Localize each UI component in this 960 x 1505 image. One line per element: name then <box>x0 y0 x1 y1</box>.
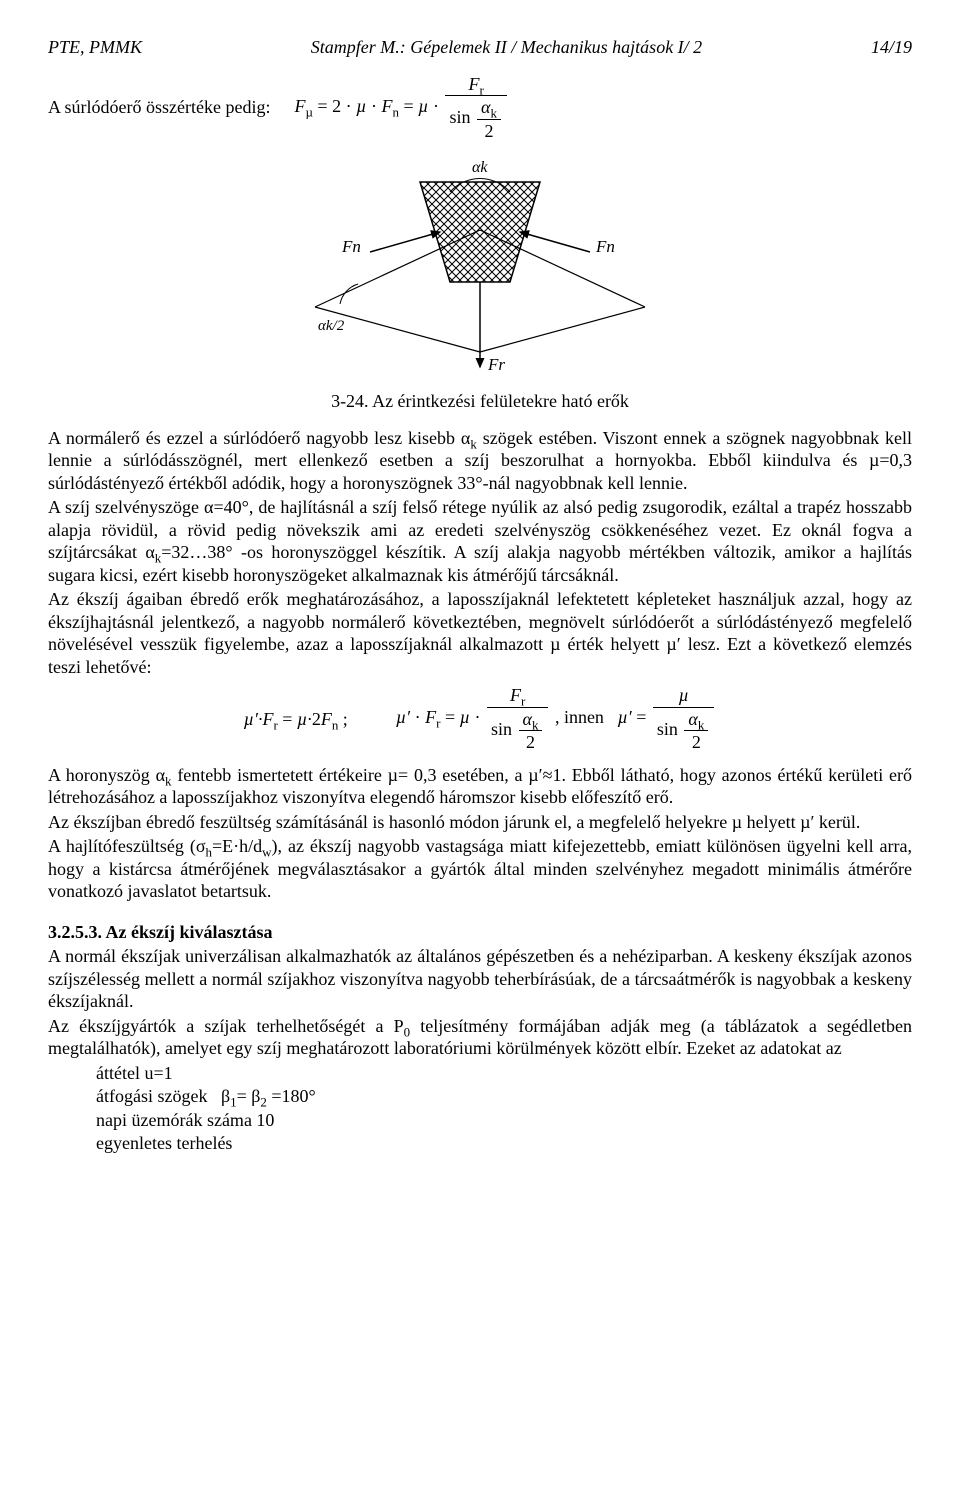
formula-line-1: A súrlódóerő összértéke pedig: Fµ = 2 · … <box>48 73 912 143</box>
eq-1: µ′·Fr = µ·2Fn ; <box>244 708 348 731</box>
paragraph-2: A szíj szelvényszöge α=40°, de hajlításn… <box>48 496 912 586</box>
paragraph-5: Az ékszíjban ébredő feszültség számításá… <box>48 811 912 834</box>
header-right: 14/19 <box>871 36 912 59</box>
alpha-half-label: αk/2 <box>318 318 345 334</box>
list-item: átfogási szögek β1= β2 =180° <box>96 1085 912 1108</box>
fn-right-label: Fn <box>595 237 615 256</box>
paragraph-3: Az ékszíj ágaiban ébredő erők meghatároz… <box>48 588 912 678</box>
equation-row: µ′·Fr = µ·2Fn ; µ′ · Fr = µ · Fr sin αk2… <box>48 684 912 754</box>
list-item: napi üzemórák száma 10 <box>96 1109 912 1132</box>
header-center: Stampfer M.: Gépelemek II / Mechanikus h… <box>311 36 702 59</box>
paragraph-4: A horonyszög αk fentebb ismertetett érté… <box>48 764 912 809</box>
alpha-k-label: αk <box>472 159 488 176</box>
paragraph-8: Az ékszíjgyártók a szíjak terhelhetőségé… <box>48 1015 912 1060</box>
eq-2: µ′ · Fr = µ · Fr sin αk2 , innen µ′ = µ … <box>396 684 717 754</box>
paragraph-7: A normál ékszíjak univerzálisan alkalmaz… <box>48 945 912 1013</box>
fn-left-label: Fn <box>341 237 361 256</box>
fr-label: Fr <box>487 355 505 374</box>
paragraph-6: A hajlítófeszültség (σh=E·h/dw), az éksz… <box>48 835 912 903</box>
list-item: áttétel u=1 <box>96 1062 912 1085</box>
page-header: PTE, PMMK Stampfer M.: Gépelemek II / Me… <box>48 36 912 59</box>
paragraph-1: A normálerő és ezzel a súrlódóerő nagyob… <box>48 427 912 495</box>
section-heading: 3.2.5.3. Az ékszíj kiválasztása <box>48 921 912 944</box>
friction-label: A súrlódóerő összértéke pedig: <box>48 96 270 119</box>
list-item: egyenletes terhelés <box>96 1132 912 1155</box>
figure-caption: 3-24. Az érintkezési felületekre ható er… <box>48 390 912 413</box>
header-left: PTE, PMMK <box>48 36 142 59</box>
conditions-list: áttétel u=1 átfogási szögek β1= β2 =180°… <box>96 1062 912 1155</box>
formula-fmu: Fµ = 2 · µ · Fn = µ · Fr sin αk2 <box>294 73 508 143</box>
wedge-diagram: αk Fn Fn αk/2 Fr <box>300 152 660 382</box>
